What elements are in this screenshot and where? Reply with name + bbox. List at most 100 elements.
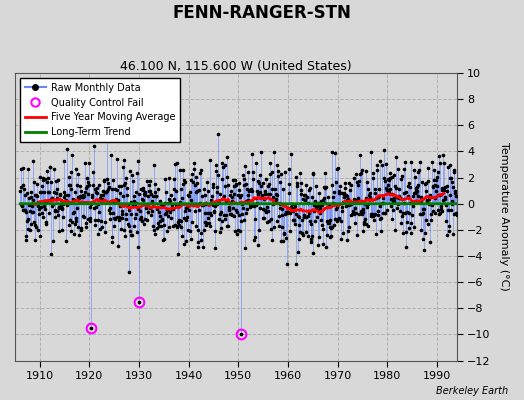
- Point: [122, 216, 130, 222]
- Point: [293, 180, 301, 186]
- Point: [161, 188, 170, 195]
- Point: [199, 201, 207, 207]
- Point: [191, 208, 199, 214]
- Point: [227, 194, 236, 200]
- Point: [53, 195, 62, 201]
- Point: [146, 188, 154, 194]
- Point: [259, 214, 267, 221]
- Point: [260, 196, 268, 202]
- Point: [343, 197, 352, 204]
- Point: [208, 193, 216, 199]
- Point: [276, 179, 285, 186]
- Point: [84, 190, 93, 197]
- Point: [282, 209, 291, 215]
- Point: [277, 238, 285, 244]
- Point: [328, 224, 336, 230]
- Point: [383, 187, 391, 193]
- Point: [239, 205, 247, 211]
- Point: [372, 186, 380, 193]
- Point: [341, 179, 349, 186]
- Point: [68, 152, 76, 159]
- Point: [235, 212, 243, 218]
- Point: [261, 176, 270, 182]
- Point: [410, 167, 419, 174]
- Point: [258, 191, 266, 198]
- Point: [178, 195, 186, 202]
- Point: [305, 217, 314, 224]
- Point: [418, 211, 426, 217]
- Point: [414, 193, 422, 199]
- Point: [446, 206, 455, 213]
- Point: [348, 211, 356, 217]
- Point: [362, 221, 370, 227]
- Point: [171, 188, 180, 194]
- Point: [102, 189, 111, 195]
- Point: [432, 177, 441, 184]
- Point: [342, 203, 351, 210]
- Point: [212, 201, 221, 208]
- Point: [352, 210, 360, 216]
- Point: [139, 197, 147, 204]
- Point: [340, 190, 348, 197]
- Point: [47, 194, 56, 201]
- Point: [269, 194, 278, 200]
- Point: [257, 149, 266, 155]
- Point: [232, 206, 241, 213]
- Point: [406, 200, 414, 206]
- Point: [63, 202, 71, 208]
- Point: [174, 250, 182, 257]
- Point: [241, 245, 249, 251]
- Point: [283, 210, 291, 216]
- Point: [307, 236, 315, 242]
- Point: [47, 251, 55, 258]
- Point: [123, 185, 132, 192]
- Point: [179, 180, 187, 187]
- Point: [352, 196, 361, 203]
- Point: [293, 183, 301, 189]
- Point: [411, 174, 419, 180]
- Point: [23, 218, 31, 224]
- Point: [39, 202, 48, 209]
- Point: [330, 216, 339, 222]
- Point: [333, 166, 342, 172]
- Point: [397, 196, 406, 202]
- Point: [441, 184, 450, 190]
- Point: [254, 178, 262, 184]
- Point: [119, 192, 127, 199]
- Point: [436, 210, 444, 216]
- Point: [323, 218, 331, 224]
- Point: [396, 208, 404, 214]
- Point: [75, 195, 83, 201]
- Point: [291, 211, 300, 217]
- Point: [441, 194, 449, 200]
- Point: [307, 239, 315, 245]
- Point: [117, 208, 126, 214]
- Point: [285, 190, 293, 196]
- Point: [386, 170, 394, 176]
- Point: [252, 202, 260, 208]
- Point: [167, 215, 176, 221]
- Point: [325, 217, 334, 224]
- Point: [222, 223, 231, 229]
- Point: [44, 189, 52, 195]
- Point: [88, 194, 96, 200]
- Point: [356, 152, 364, 158]
- Point: [124, 203, 133, 209]
- Point: [381, 185, 390, 191]
- Point: [438, 208, 446, 214]
- Point: [53, 186, 61, 192]
- Point: [256, 172, 264, 178]
- Point: [220, 212, 228, 218]
- Point: [41, 200, 50, 206]
- Point: [118, 164, 127, 170]
- Point: [107, 239, 116, 245]
- Point: [85, 182, 93, 188]
- Point: [440, 196, 449, 202]
- Point: [26, 208, 34, 214]
- Point: [367, 213, 375, 219]
- Point: [226, 211, 234, 218]
- Point: [123, 192, 131, 198]
- Point: [307, 221, 315, 228]
- Point: [294, 214, 303, 220]
- Point: [217, 208, 225, 215]
